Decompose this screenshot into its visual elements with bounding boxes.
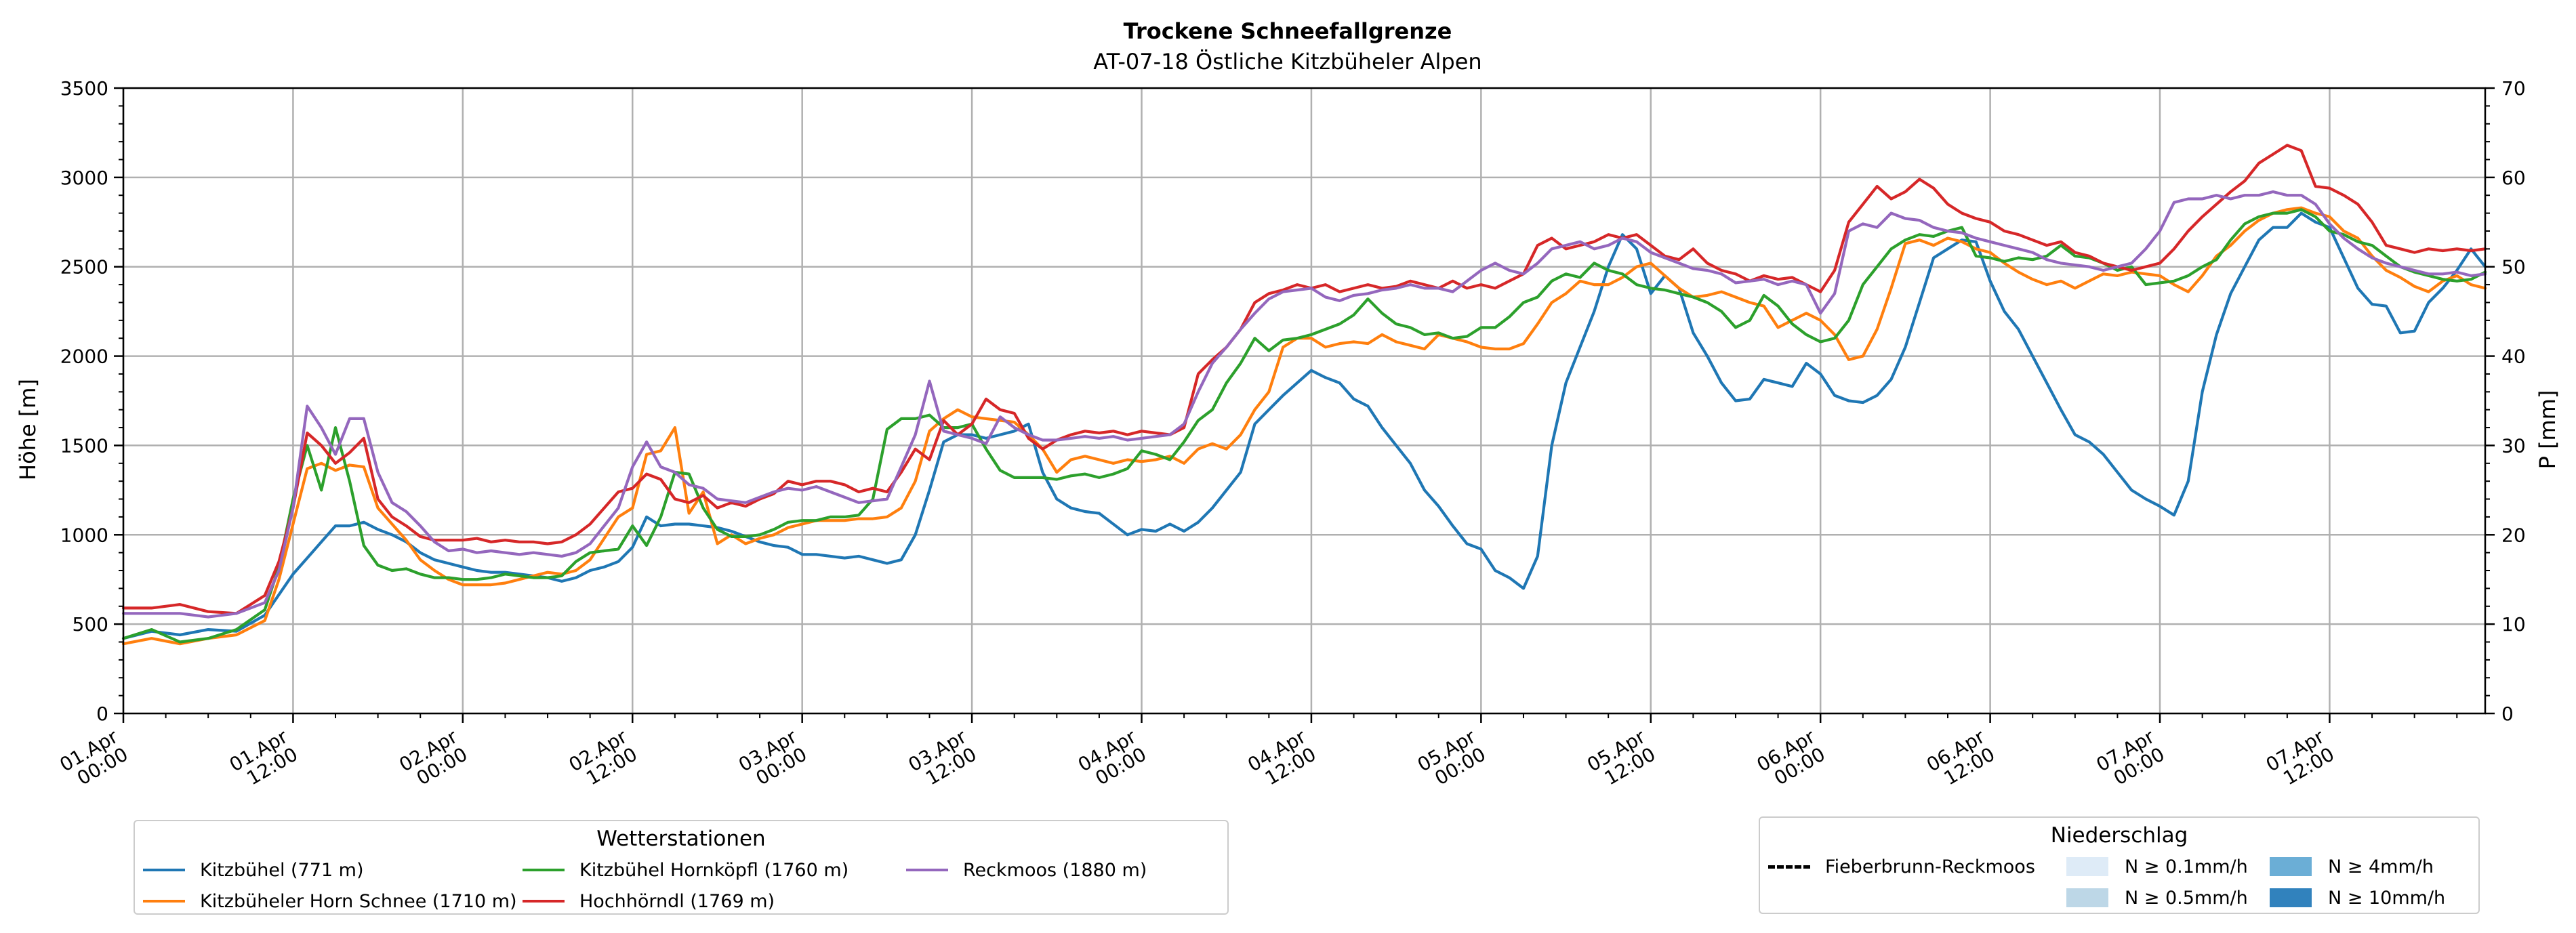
- legend-item: N ≥ 4mm/h: [2270, 854, 2473, 879]
- y2-tick-label: 30: [2501, 434, 2526, 457]
- legend-label: Kitzbühel Hornköpfl (1760 m): [579, 859, 849, 881]
- x-tick-label: 01.Apr12:00: [226, 725, 302, 793]
- y2-tick-label: 40: [2501, 346, 2526, 368]
- legend-label: N ≥ 4mm/h: [2328, 856, 2434, 877]
- series-line-4: [121, 190, 2487, 619]
- x-tick-label: 05.Apr00:00: [1414, 725, 1490, 793]
- y-tick-label: 1500: [60, 434, 108, 457]
- y2-tick-label: 50: [2501, 256, 2526, 278]
- y2-tick-label: 70: [2501, 77, 2526, 100]
- legend-stations: Wetterstationen Kitzbühel (771 m) Kitzbü…: [134, 820, 1229, 915]
- y2-tick-label: 10: [2501, 613, 2526, 636]
- y-tick-label: 1000: [60, 524, 108, 546]
- x-tick-label: 02.Apr00:00: [395, 725, 471, 793]
- axes: 01.Apr00:00 01.Apr12:00 02.Apr00:00 02.Apr1…: [56, 77, 2526, 793]
- y2-tick-label: 0: [2501, 703, 2514, 725]
- legend-item: Kitzbühel Hornköpfl (1760 m): [523, 858, 906, 882]
- series-lines: [121, 144, 2487, 646]
- legend-item: Hochhörndl (1769 m): [523, 889, 906, 913]
- y-tick-label: 0: [96, 703, 108, 725]
- legend-stations-title: Wetterstationen: [596, 827, 766, 851]
- x-tick-label: 03.Apr00:00: [735, 725, 811, 793]
- legend-item: Kitzbüheler Horn Schnee (1710 m): [143, 889, 523, 913]
- legend-swatch: [2270, 888, 2312, 907]
- legend-item: [1768, 886, 2066, 910]
- legend-swatch: [2066, 888, 2108, 907]
- grid-lines: [122, 87, 2485, 715]
- y-axis-label: Höhe [m]: [15, 379, 41, 480]
- x-tick-label: 04.Apr00:00: [1074, 725, 1150, 793]
- legend-swatch: [2066, 857, 2108, 876]
- x-tick-label: 06.Apr00:00: [1753, 725, 1829, 793]
- x-tick-label: 03.Apr12:00: [905, 725, 981, 793]
- legend-swatch: [143, 900, 185, 903]
- legend-item: Reckmoos (1880 m): [906, 858, 1177, 882]
- legend-stations-grid: Kitzbühel (771 m) Kitzbüheler Horn Schne…: [135, 851, 1227, 920]
- y-tick-label: 2000: [60, 346, 108, 368]
- legend-label: N ≥ 0.1mm/h: [2125, 856, 2248, 877]
- legend-swatch: [906, 869, 948, 871]
- legend-label: N ≥ 0.5mm/h: [2125, 887, 2248, 909]
- series-line-0: [121, 211, 2487, 640]
- legend-label: Kitzbüheler Horn Schnee (1710 m): [200, 890, 517, 912]
- series-line-1: [121, 206, 2487, 646]
- legend-swatch: [523, 900, 565, 903]
- x-tick-label: 07.Apr12:00: [2262, 725, 2338, 793]
- legend-item: Fieberbrunn-Reckmoos: [1768, 854, 2066, 879]
- y-tick-label: 2500: [60, 256, 108, 278]
- y-tick-label: 3000: [60, 167, 108, 189]
- chart-subtitle: AT-07-18 Östliche Kitzbüheler Alpen: [1093, 49, 1481, 75]
- series-line-3: [121, 144, 2487, 615]
- legend-precipitation-grid: Fieberbrunn-Reckmoos N ≥ 0.1mm/h N ≥ 4mm…: [1760, 848, 2478, 917]
- legend-precipitation: Niederschlag Fieberbrunn-Reckmoos N ≥ 0.…: [1759, 816, 2480, 914]
- legend-label: Hochhörndl (1769 m): [579, 890, 775, 912]
- legend-label: Kitzbühel (771 m): [200, 859, 364, 881]
- x-tick-label: 06.Apr12:00: [1923, 725, 1999, 793]
- legend-item: N ≥ 10mm/h: [2270, 886, 2473, 910]
- series-line-2: [121, 208, 2487, 644]
- y-tick-label: 3500: [60, 77, 108, 100]
- legend-item: N ≥ 0.1mm/h: [2066, 854, 2270, 879]
- legend-precipitation-title: Niederschlag: [2050, 823, 2188, 848]
- legend-swatch: [2270, 857, 2312, 876]
- legend-swatch: [523, 869, 565, 871]
- legend-dashed-swatch: [1768, 865, 1810, 869]
- chart-title: Trockene Schneefallgrenze: [1124, 18, 1452, 44]
- legend-label: N ≥ 10mm/h: [2328, 887, 2446, 909]
- y-tick-label: 500: [73, 613, 108, 636]
- x-tick-label: 07.Apr00:00: [2093, 725, 2169, 793]
- legend-label: Fieberbrunn-Reckmoos: [1825, 856, 2035, 877]
- x-tick-label: 04.Apr12:00: [1244, 725, 1320, 793]
- legend-swatch: [143, 869, 185, 871]
- y2-tick-label: 60: [2501, 167, 2526, 189]
- legend-item: N ≥ 0.5mm/h: [2066, 886, 2270, 910]
- legend-item: Kitzbühel (771 m): [143, 858, 523, 882]
- x-tick-label: 01.Apr00:00: [56, 725, 131, 793]
- x-tick-label: 05.Apr12:00: [1583, 725, 1659, 793]
- x-tick-label: 02.Apr12:00: [565, 725, 641, 793]
- y2-tick-label: 20: [2501, 524, 2526, 546]
- y2-axis-label: P [mm]: [2535, 390, 2560, 470]
- plot-frame: [122, 87, 2487, 715]
- legend-label: Reckmoos (1880 m): [963, 859, 1147, 881]
